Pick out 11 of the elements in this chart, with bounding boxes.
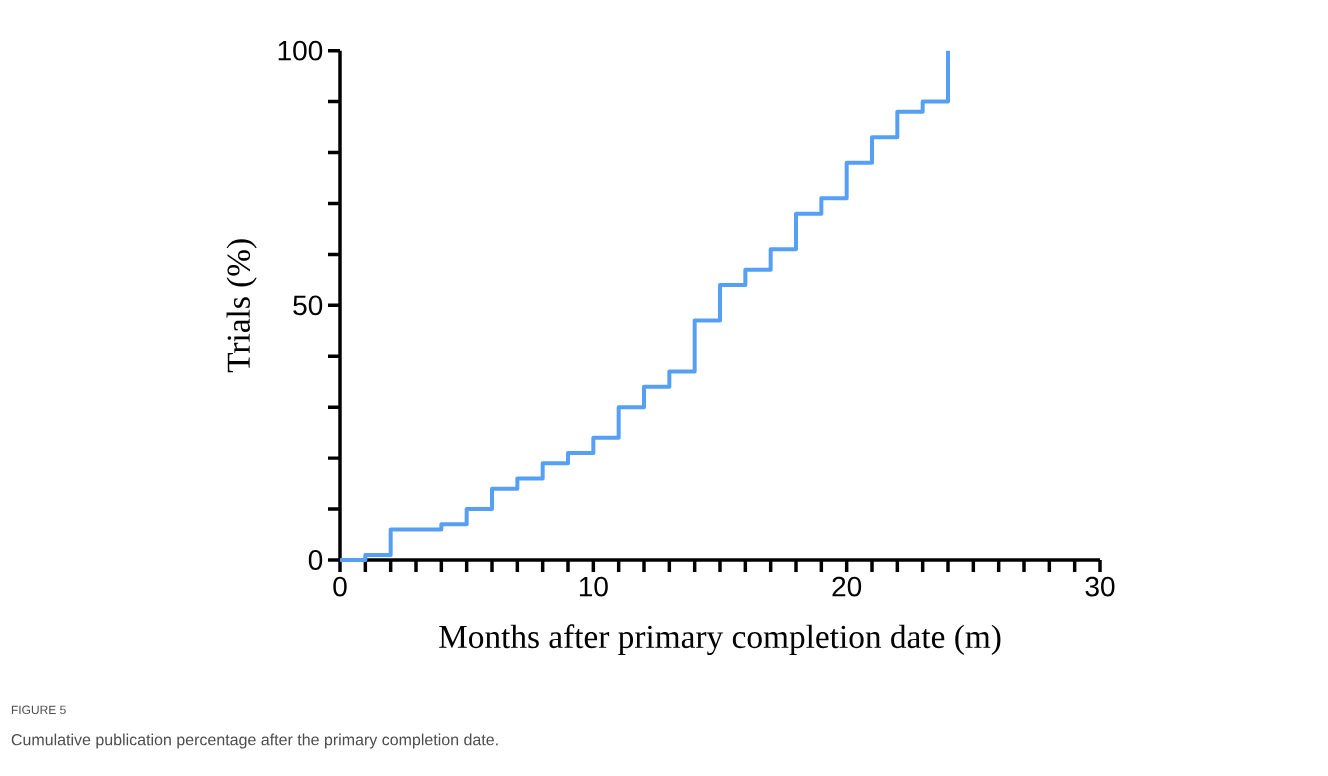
x-tick-label: 20 xyxy=(832,576,862,597)
caption: FIGURE 5 xyxy=(11,705,66,715)
text: Cumulative publication percentage after the primary completion date. xyxy=(11,733,498,749)
x-tick-label: 10 xyxy=(579,576,608,597)
y-axis-title: Trials (%) xyxy=(226,239,257,373)
x-axis-title: Months after primary completion date (m) xyxy=(439,624,1001,656)
y-tick-label: 0 xyxy=(308,550,323,570)
x-tick-label: 30 xyxy=(1085,576,1115,597)
y-tick-label: 50 xyxy=(293,295,323,316)
y-tick-label: 100 xyxy=(278,40,323,61)
x-tick-label: 0 xyxy=(333,576,347,597)
